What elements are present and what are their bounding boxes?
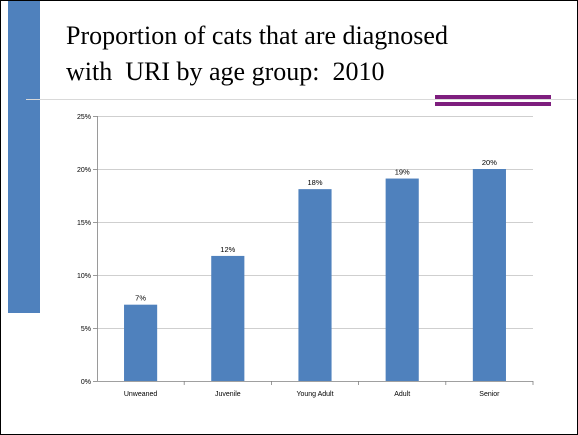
data-label: 12% bbox=[220, 245, 235, 254]
x-tick-label: Juvenile bbox=[215, 391, 241, 398]
bars-layer bbox=[124, 169, 506, 381]
accent-line-bottom bbox=[435, 102, 551, 106]
data-label: 20% bbox=[482, 158, 497, 167]
bar-unweaned bbox=[124, 304, 158, 381]
y-tick-label: 5% bbox=[81, 326, 91, 333]
data-label: 7% bbox=[135, 294, 146, 303]
bar-young-adult bbox=[298, 189, 332, 381]
slide-bottom-edge bbox=[0, 431, 578, 435]
x-tick-label: Unweaned bbox=[124, 391, 158, 398]
data-label: 19% bbox=[395, 168, 410, 177]
x-tick-label: Senior bbox=[479, 391, 500, 398]
y-tick-label: 10% bbox=[77, 273, 91, 280]
bar-juvenile bbox=[211, 255, 245, 381]
accent-line-top bbox=[435, 95, 551, 99]
slide-title: Proportion of cats that are diagnosed wi… bbox=[66, 21, 448, 86]
bar-adult bbox=[385, 178, 419, 381]
bar-senior bbox=[472, 169, 506, 381]
y-tick-label: 20% bbox=[77, 167, 91, 174]
y-tick-label: 0% bbox=[81, 379, 91, 386]
title-divider bbox=[26, 99, 576, 100]
axes-layer: 0% 5% 10% 15% 20% 25% bbox=[77, 114, 534, 386]
y-tick-label: 25% bbox=[77, 114, 91, 121]
y-tick-label: 15% bbox=[77, 220, 91, 227]
x-tick-label: Adult bbox=[394, 391, 410, 398]
labels-layer: 7% Unweaned 12% Juvenile 18% Young Adult 19% Ad… bbox=[124, 158, 500, 398]
data-label: 18% bbox=[307, 178, 322, 187]
sidebar-accent-bar bbox=[8, 0, 41, 313]
sidebar-accent-edge bbox=[40, 0, 42, 313]
x-tick-label: Young Adult bbox=[296, 391, 333, 398]
